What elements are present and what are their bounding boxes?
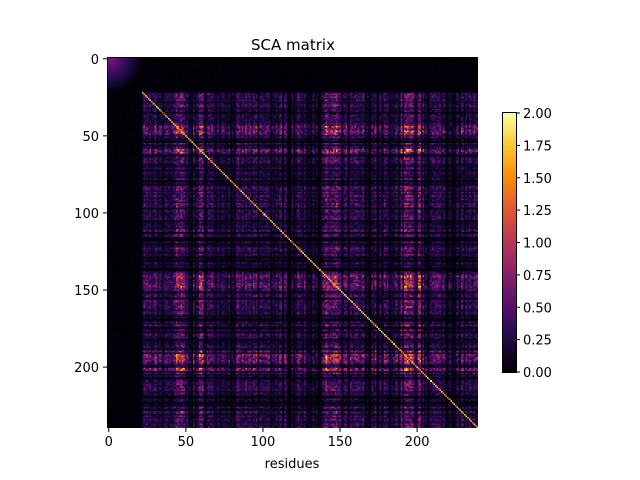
chart-title: SCA matrix <box>251 36 335 54</box>
x-tick-label: 0 <box>105 435 113 450</box>
colorbar <box>503 113 516 372</box>
x-tick-label: 50 <box>178 435 195 450</box>
x-tick-label: 100 <box>251 435 276 450</box>
colorbar-tick-label: 0.75 <box>523 269 552 284</box>
heatmap-image <box>108 58 478 428</box>
y-tick-label: 100 <box>74 207 99 222</box>
colorbar-tick-label: 1.50 <box>523 172 552 187</box>
x-ticks: 0 50 100 150 200 <box>105 428 430 450</box>
colorbar-tick-label: 0.25 <box>523 334 552 349</box>
colorbar-tick-label: 1.25 <box>523 204 552 219</box>
x-tick-label: 200 <box>405 435 430 450</box>
y-tick-label: 0 <box>91 53 99 68</box>
colorbar-tick-label: 2.00 <box>523 107 552 122</box>
colorbar-tick-label: 1.00 <box>523 237 552 252</box>
colorbar-frame <box>502 112 517 373</box>
x-tick-label: 150 <box>328 435 353 450</box>
x-axis-label: residues <box>265 457 320 472</box>
colorbar-tick-label: 0.50 <box>523 301 552 316</box>
colorbar-tick-label: 0.00 <box>523 366 552 381</box>
y-tick-label: 50 <box>82 130 99 145</box>
y-tick-label: 200 <box>74 361 99 376</box>
y-tick-label: 150 <box>74 284 99 299</box>
colorbar-tick-label: 1.75 <box>523 139 552 154</box>
colorbar-ticks: 0.00 0.25 0.50 0.75 1.00 1.25 1.50 1.75 2.00 <box>516 107 552 381</box>
y-ticks: 0 50 100 150 200 <box>74 53 107 376</box>
